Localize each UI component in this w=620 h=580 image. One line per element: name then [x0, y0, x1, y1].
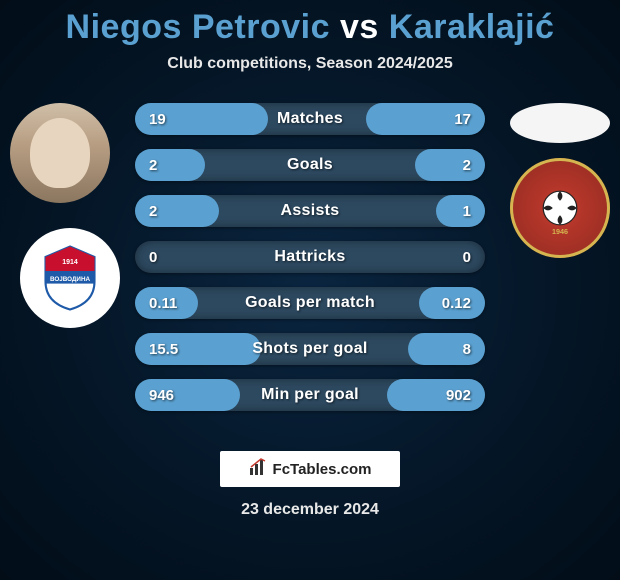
comparison-title: Niegos Petrovic vs Karaklajić [0, 0, 620, 47]
svg-text:1946: 1946 [552, 227, 568, 236]
stat-value-right: 1 [425, 203, 485, 220]
player1-name: Niegos Petrovic [66, 8, 330, 46]
stat-value-right: 17 [425, 111, 485, 128]
svg-text:ВОЈВОДИНА: ВОЈВОДИНА [50, 276, 91, 283]
stat-row: 0.11Goals per match0.12 [135, 287, 485, 319]
stat-label: Hattricks [195, 248, 425, 266]
stat-label: Shots per goal [195, 340, 425, 358]
title-separator: vs [340, 8, 379, 46]
stat-row: 2Assists1 [135, 195, 485, 227]
player2-name: Karaklajić [389, 8, 555, 46]
subtitle: Club competitions, Season 2024/2025 [0, 55, 620, 73]
stat-label: Goals [195, 156, 425, 174]
stat-row: 19Matches17 [135, 103, 485, 135]
club1-shield-icon: 1914 ВОЈВОДИНА [35, 243, 105, 313]
club2-shield-icon: 1946 [530, 178, 590, 238]
club2-badge: 1946 [510, 158, 610, 258]
stat-label: Goals per match [195, 294, 425, 312]
stat-label: Min per goal [195, 386, 425, 404]
stat-row: 0Hattricks0 [135, 241, 485, 273]
stat-value-right: 0.12 [425, 295, 485, 312]
stat-value-left: 15.5 [135, 341, 195, 358]
stat-value-left: 0.11 [135, 295, 195, 312]
brand-text: FcTables.com [273, 461, 372, 478]
stat-value-right: 8 [425, 341, 485, 358]
brand-badge: FcTables.com [220, 451, 400, 487]
stat-row: 946Min per goal902 [135, 379, 485, 411]
stat-value-left: 19 [135, 111, 195, 128]
stat-label: Matches [195, 110, 425, 128]
chart-icon [249, 458, 267, 480]
stat-label: Assists [195, 202, 425, 220]
player2-avatar [510, 103, 610, 143]
stat-row: 2Goals2 [135, 149, 485, 181]
club1-badge: 1914 ВОЈВОДИНА [20, 228, 120, 328]
stat-value-right: 0 [425, 249, 485, 266]
stat-value-right: 2 [425, 157, 485, 174]
stat-value-left: 2 [135, 157, 195, 174]
stat-value-left: 946 [135, 387, 195, 404]
player1-avatar [10, 103, 110, 203]
comparison-content: 1914 ВОЈВОДИНА 1946 19Matches172Goals22A… [0, 103, 620, 433]
stat-value-left: 2 [135, 203, 195, 220]
stat-value-left: 0 [135, 249, 195, 266]
footer-date: 23 december 2024 [0, 501, 620, 519]
stat-row: 15.5Shots per goal8 [135, 333, 485, 365]
svg-text:1914: 1914 [62, 259, 78, 266]
stat-value-right: 902 [425, 387, 485, 404]
stats-table: 19Matches172Goals22Assists10Hattricks00.… [135, 103, 485, 425]
